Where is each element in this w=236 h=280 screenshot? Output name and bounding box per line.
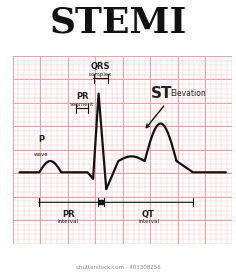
Text: PR: PR bbox=[76, 92, 88, 101]
Text: QT: QT bbox=[142, 210, 155, 219]
Text: shutterstock.com · 403308256: shutterstock.com · 403308256 bbox=[76, 265, 160, 270]
Text: STEMI: STEMI bbox=[49, 6, 187, 40]
Text: interval: interval bbox=[138, 219, 159, 224]
Text: segment: segment bbox=[70, 102, 94, 107]
Text: QRS: QRS bbox=[91, 62, 110, 71]
Text: complex: complex bbox=[89, 72, 113, 77]
Text: Elevation: Elevation bbox=[170, 89, 206, 98]
Text: interval: interval bbox=[58, 219, 79, 224]
Text: PR: PR bbox=[62, 210, 75, 219]
Text: wave: wave bbox=[34, 152, 49, 157]
Text: P: P bbox=[38, 135, 45, 144]
Text: ST: ST bbox=[151, 86, 173, 101]
